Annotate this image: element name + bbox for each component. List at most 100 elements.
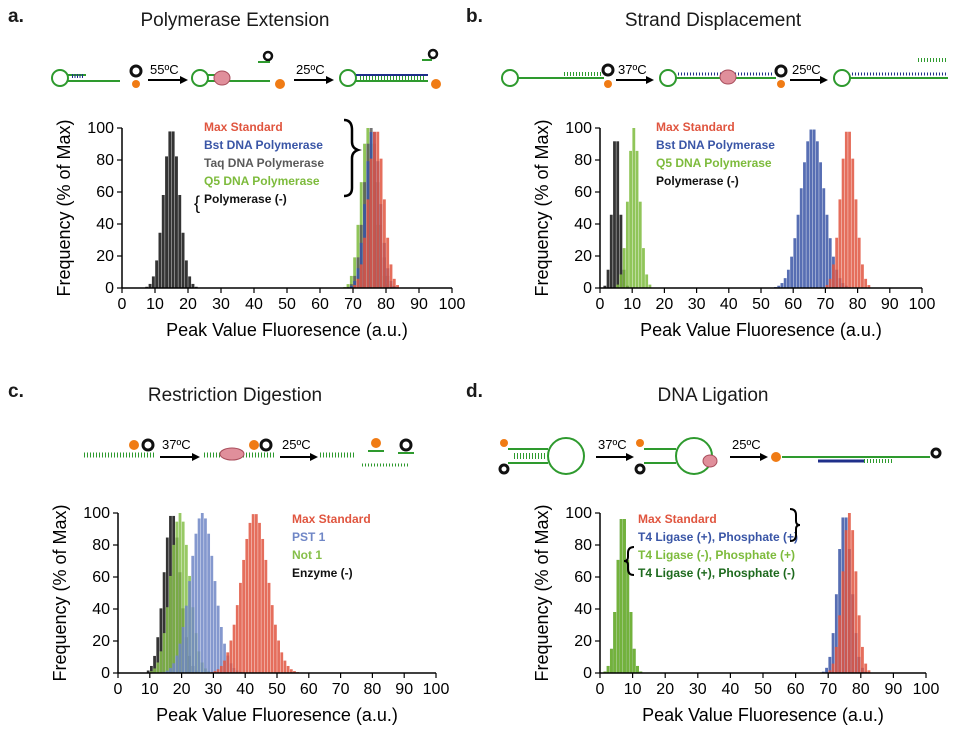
panel-title: Restriction Digestion xyxy=(147,385,323,406)
histogram-bar xyxy=(616,559,620,673)
x-tick-label: 60 xyxy=(784,296,802,313)
histogram-bar xyxy=(847,513,851,673)
y-tick-label: 0 xyxy=(583,280,592,297)
histogram-bar xyxy=(289,669,293,673)
histogram-bar xyxy=(232,624,236,673)
legend-brace xyxy=(789,508,801,542)
histogram-bar xyxy=(280,652,284,673)
histogram-bar xyxy=(165,537,169,673)
x-tick-label: 30 xyxy=(688,296,706,313)
panel-letter: c. xyxy=(8,381,24,402)
x-tick-label: 30 xyxy=(689,681,707,698)
legend-entry: Polymerase (-) xyxy=(656,174,739,188)
histogram-bar xyxy=(162,572,166,673)
histogram-bar xyxy=(828,656,832,673)
histogram-bar xyxy=(156,662,160,673)
histogram-bar xyxy=(373,131,376,288)
histogram-bar xyxy=(150,671,153,673)
histogram-bar xyxy=(828,238,832,288)
x-tick-label: 40 xyxy=(722,681,740,698)
histogram-bar xyxy=(632,648,636,673)
histogram-bar xyxy=(834,646,838,673)
panel-letter: d. xyxy=(466,381,483,402)
histogram-bar xyxy=(175,156,178,288)
legend-entry: T4 Ligase (-), Phosphate (+) xyxy=(638,548,795,562)
x-tick-label: 90 xyxy=(885,681,903,698)
legend-entry: Bst DNA Polymerase xyxy=(656,138,775,152)
histogram-bar xyxy=(178,513,182,673)
histogram-bar xyxy=(609,648,613,673)
histogram-bar xyxy=(353,280,357,288)
y-tick-label: 80 xyxy=(574,537,592,554)
x-tick-label: 60 xyxy=(787,681,805,698)
histogram-bar xyxy=(861,264,864,288)
histogram-bar xyxy=(216,669,220,673)
histogram-bar xyxy=(181,232,185,288)
histogram-bar xyxy=(254,514,258,673)
histogram-bar xyxy=(369,158,373,288)
histogram-bar xyxy=(219,627,223,673)
schematic-diagram: 37ºC 25ºC xyxy=(84,437,414,467)
x-axis-label: Peak Value Fluoresence (a.u.) xyxy=(640,320,882,340)
histogram-bar xyxy=(379,158,383,288)
y-tick-label: 60 xyxy=(574,569,592,586)
y-tick-label: 20 xyxy=(574,633,592,650)
histogram-bar xyxy=(175,655,179,673)
step1-temperature: 37ºC xyxy=(618,62,647,77)
histogram-bar xyxy=(825,667,828,673)
histogram-bar xyxy=(356,278,360,288)
histogram-bar xyxy=(382,199,386,288)
histogram-bar xyxy=(828,670,832,673)
x-tick-label: 70 xyxy=(819,681,837,698)
histogram-bar xyxy=(389,264,393,288)
histogram-bar xyxy=(181,521,185,673)
histogram-bar xyxy=(155,260,159,288)
histogram-bar xyxy=(146,670,150,673)
histogram-bar xyxy=(188,581,191,673)
histogram-bar xyxy=(159,608,163,673)
x-tick-label: 10 xyxy=(624,681,642,698)
histogram-bar xyxy=(623,519,626,673)
histogram-bar xyxy=(216,605,220,673)
histogram-bar xyxy=(148,283,152,288)
histogram-bar xyxy=(838,199,842,288)
histogram-bar xyxy=(204,518,207,673)
step1-temperature: 37ºC xyxy=(162,437,191,452)
histogram-bar xyxy=(832,264,835,288)
histogram-bar xyxy=(353,285,357,288)
histogram-chart: 0 20 40 60 80 100 0 10 20 30 40 50 60 70 80 90 100 Peak V… xyxy=(50,504,449,725)
histogram-bar xyxy=(178,643,182,673)
histogram-bar xyxy=(156,637,160,673)
histogram-chart: 0 20 40 60 80 100 0 10 20 30 40 50 60 70 80 90 100 Peak V… xyxy=(532,504,939,725)
x-tick-label: 80 xyxy=(852,681,870,698)
histogram-bar xyxy=(178,194,182,288)
legend-entry: Q5 DNA Polymerase xyxy=(656,156,772,170)
y-tick-label: 100 xyxy=(83,505,110,522)
step2-temperature: 25ºC xyxy=(732,437,761,452)
x-tick-label: 10 xyxy=(146,296,164,313)
histogram-bar xyxy=(261,538,265,673)
legend-entry: PST 1 xyxy=(292,530,326,544)
y-tick-label: 0 xyxy=(101,665,110,682)
histogram-bar xyxy=(616,141,620,288)
histogram-bar xyxy=(213,581,217,673)
x-tick-label: 30 xyxy=(212,296,230,313)
panel-letter: a. xyxy=(8,6,24,27)
histogram-bar xyxy=(346,284,350,288)
histogram-bar xyxy=(386,237,390,288)
histogram-bar xyxy=(625,201,629,288)
x-tick-label: 40 xyxy=(245,296,263,313)
histogram-chart: 0 20 40 60 80 100 0 10 20 30 40 50 60 70 80 90 100 Peak V… xyxy=(54,118,466,340)
histogram-bar xyxy=(274,624,277,673)
histogram-bar xyxy=(392,278,396,288)
histogram-bar xyxy=(165,156,168,288)
legend-entry: Not 1 xyxy=(292,548,322,562)
histogram-bar xyxy=(841,158,845,288)
histogram-bar xyxy=(642,248,645,288)
histogram-bar xyxy=(867,670,871,673)
histogram-bar xyxy=(258,522,261,673)
histogram-bar xyxy=(353,257,357,288)
histogram-bar xyxy=(153,668,156,673)
x-tick-label: 100 xyxy=(439,296,466,313)
histogram-bar xyxy=(223,660,226,673)
